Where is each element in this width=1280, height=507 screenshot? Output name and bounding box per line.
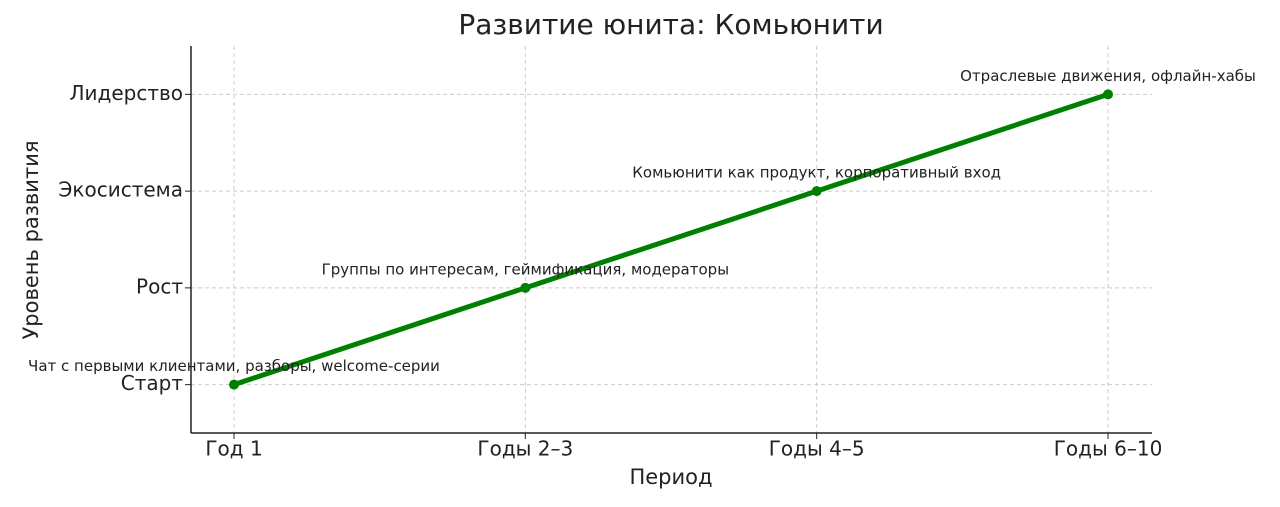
data-point	[811, 186, 822, 197]
x-tick-label: Годы 6–10	[1054, 437, 1163, 461]
annotation: Чат с первыми клиентами, разборы, welcom…	[28, 357, 440, 375]
y-tick-label: Экосистема	[58, 178, 183, 202]
data-point	[520, 282, 531, 293]
y-tick-label: Лидерство	[69, 81, 183, 105]
y-tick-label: Старт	[121, 371, 184, 395]
x-tick-label: Год 1	[205, 437, 262, 461]
data-line	[233, 92, 1109, 387]
x-tick-label: Годы 2–3	[477, 437, 573, 461]
x-axis-label: Период	[629, 465, 712, 489]
data-point	[1103, 89, 1113, 100]
annotation: Группы по интересам, геймификация, модер…	[322, 260, 729, 278]
annotation: Отраслевые движения, офлайн-хабы	[960, 67, 1256, 85]
chart-title: Развитие юнита: Комьюнити	[458, 8, 883, 41]
y-axis-label: Уровень развития	[19, 141, 43, 340]
annotation: Комьюнити как продукт, корпоративный вхо…	[632, 164, 1001, 182]
data-point	[229, 379, 239, 390]
y-tick-label: Рост	[136, 274, 183, 298]
x-tick-label: Годы 4–5	[769, 437, 865, 461]
